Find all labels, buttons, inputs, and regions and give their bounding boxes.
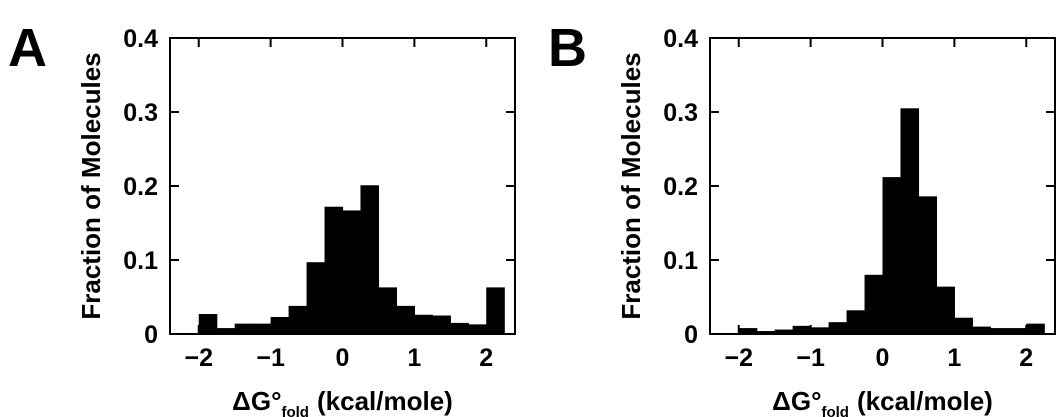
- histogram-bar: [828, 322, 848, 334]
- x-tick-label: 1: [947, 344, 961, 372]
- histogram-bar: [900, 108, 920, 334]
- histogram-bar: [252, 323, 272, 334]
- histogram-bar: [792, 325, 812, 334]
- histogram-bar: [1026, 323, 1045, 334]
- x-axis-label: ΔG°fold (kcal/mole): [772, 386, 993, 417]
- x-tick-label: −1: [796, 344, 825, 372]
- histogram-bar: [882, 177, 902, 334]
- panel-letter: B: [548, 18, 587, 78]
- histogram-bar: [774, 329, 794, 334]
- y-tick-label: 0.2: [123, 173, 158, 201]
- histogram-bar: [324, 206, 344, 334]
- x-tick-label: −2: [724, 344, 753, 372]
- x-axis-label-units: (kcal/mole): [857, 386, 993, 416]
- histogram-bar: [288, 305, 308, 334]
- histogram-bar: [360, 185, 380, 334]
- x-axis-label-symbol: ΔG°: [232, 386, 281, 416]
- y-tick-label: 0.1: [123, 247, 158, 275]
- histogram-bar: [468, 324, 487, 334]
- x-axis-label: ΔG°fold (kcal/mole): [232, 386, 453, 417]
- histogram-bar: [306, 262, 326, 334]
- y-tick-label: 0.2: [663, 173, 698, 201]
- histogram-bar: [738, 328, 758, 334]
- x-tick-label: 0: [336, 344, 350, 372]
- histogram-bar: [1008, 328, 1027, 334]
- histogram-bar: [216, 328, 236, 334]
- histogram-bar: [972, 326, 991, 334]
- histogram-bar: [918, 196, 938, 334]
- x-axis-label-subscript: fold: [281, 404, 309, 417]
- panel-b: B −2 −1 0 1 2 0 0.1 0.2 0.3 0.4 Fraction of Molecul…: [548, 18, 1056, 417]
- y-tick-label: 0: [684, 321, 698, 349]
- x-axis-label-symbol: ΔG°: [772, 386, 821, 416]
- x-tick-label: −1: [256, 344, 285, 372]
- x-tick-label: 2: [479, 344, 493, 372]
- histogram-bar: [756, 331, 776, 334]
- histogram-bar: [810, 327, 830, 334]
- y-axis-label: Fraction of Molecules: [76, 52, 106, 319]
- histogram-bar: [414, 314, 433, 334]
- histogram-bar: [864, 274, 884, 334]
- x-tick-label: 2: [1019, 344, 1033, 372]
- histogram-bar: [378, 287, 398, 334]
- y-tick-label: 0.4: [663, 25, 698, 53]
- histogram-bar: [234, 323, 254, 334]
- histogram-bar: [198, 314, 218, 334]
- panel-letter: A: [8, 18, 47, 78]
- histogram-bar: [396, 305, 415, 334]
- y-tick-label: 0: [144, 321, 158, 349]
- histogram-bar: [270, 316, 290, 334]
- x-axis-label-subscript: fold: [821, 404, 849, 417]
- x-tick-label: 1: [407, 344, 421, 372]
- histogram-bar: [846, 310, 866, 334]
- histogram-bar: [432, 315, 451, 334]
- y-tick-label: 0.1: [663, 247, 698, 275]
- panel-a: A −2 −1 0 1 2 0 0.1 0.2 0.3 0.4 Fraction of Molecul…: [8, 18, 516, 417]
- y-tick-label: 0.3: [663, 99, 698, 127]
- y-tick-label: 0.3: [123, 99, 158, 127]
- x-axis-label-units: (kcal/mole): [317, 386, 453, 416]
- histogram-bar: [990, 328, 1009, 334]
- x-tick-label: 0: [876, 344, 890, 372]
- histogram-bar: [342, 210, 362, 334]
- histogram-bar: [936, 286, 955, 334]
- histogram-bar: [954, 317, 973, 334]
- y-tick-label: 0.4: [123, 25, 158, 53]
- y-axis-label: Fraction of Molecules: [616, 52, 646, 319]
- x-tick-label: −2: [184, 344, 213, 372]
- histogram-bar: [450, 322, 469, 334]
- histogram-bar: [486, 287, 505, 334]
